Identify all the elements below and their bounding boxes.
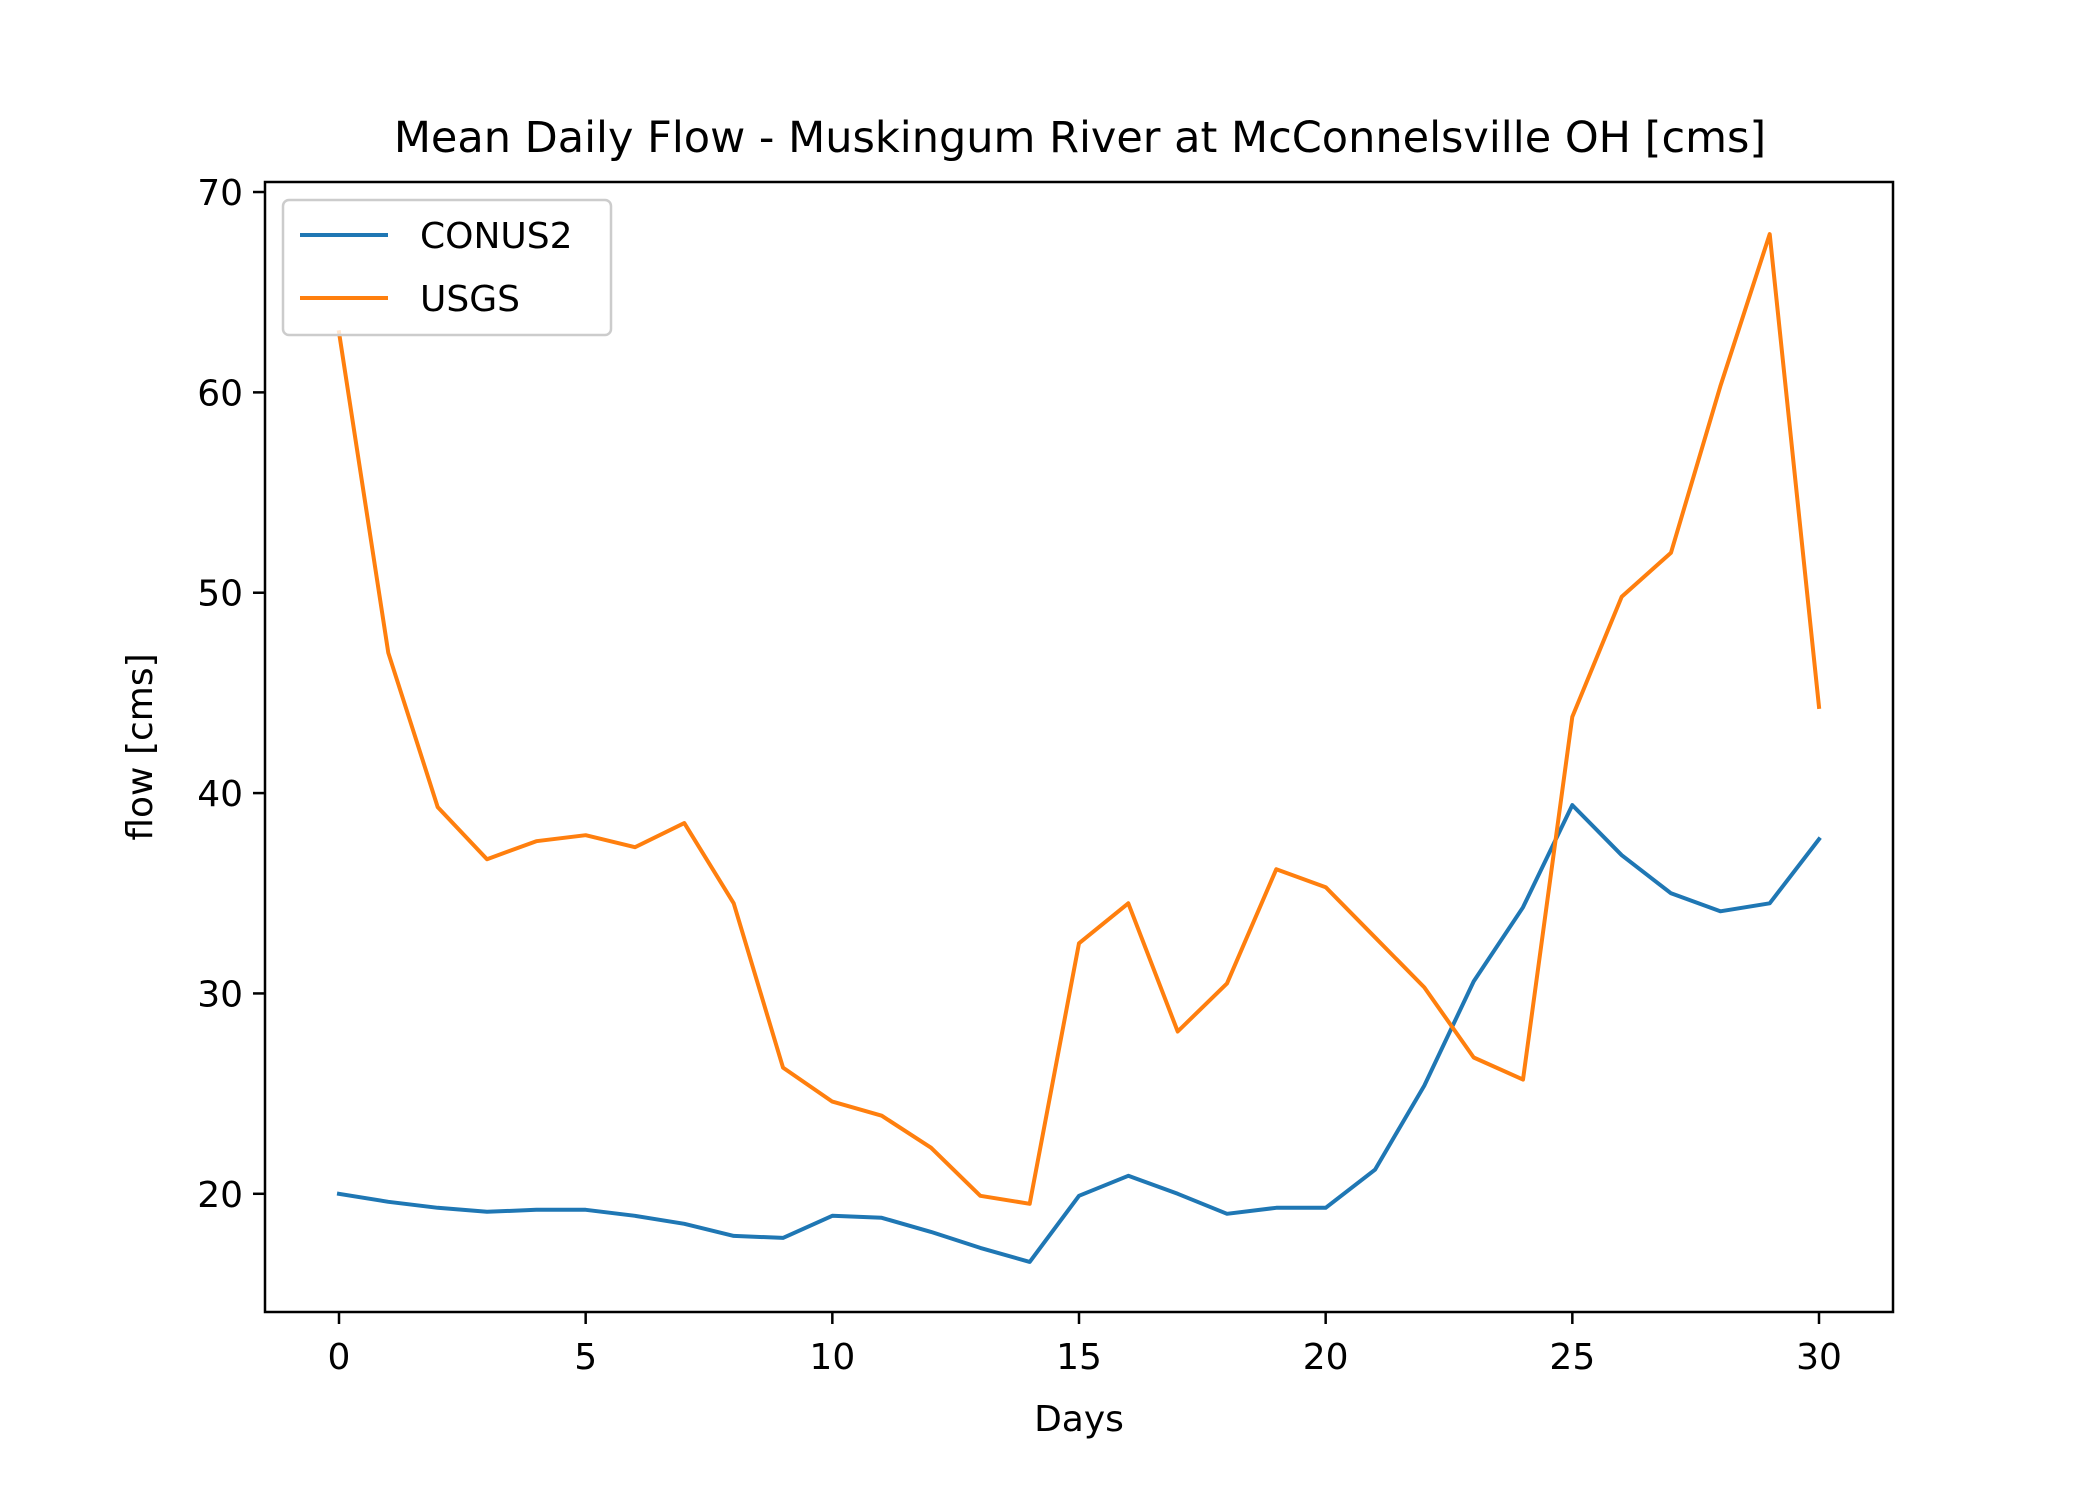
x-axis-title: Days — [1034, 1399, 1124, 1440]
series-layer — [336, 232, 1822, 1264]
legend-label-usgs: USGS — [420, 279, 520, 320]
y-axis-title: flow [cms] — [120, 653, 161, 840]
plot-area — [265, 182, 1893, 1312]
y-tick-label: 70 — [197, 173, 243, 214]
x-tick-label: 0 — [328, 1337, 351, 1378]
series-line-conus2 — [336, 803, 1822, 1264]
y-tick-label: 40 — [197, 774, 243, 815]
y-axis: 20 30 40 50 60 70 — [197, 173, 265, 1216]
chart-title: Mean Daily Flow - Muskingum River at McC… — [394, 113, 1766, 163]
x-tick-label: 20 — [1303, 1337, 1349, 1378]
x-tick-label: 5 — [574, 1337, 597, 1378]
y-tick-label: 60 — [197, 373, 243, 414]
x-tick-label: 10 — [809, 1337, 855, 1378]
x-tick-label: 25 — [1549, 1337, 1595, 1378]
legend-label-conus2: CONUS2 — [420, 216, 573, 257]
y-tick-label: 50 — [197, 574, 243, 615]
y-tick-label: 30 — [197, 974, 243, 1015]
x-tick-label: 30 — [1796, 1337, 1842, 1378]
legend: CONUS2 USGS — [281, 198, 613, 337]
plot-background — [265, 182, 1893, 1312]
x-axis: 0 5 10 15 20 25 30 — [328, 1312, 1842, 1378]
x-tick-label: 15 — [1056, 1337, 1102, 1378]
series-line-usgs — [336, 232, 1822, 1206]
y-tick-label: 20 — [197, 1175, 243, 1216]
